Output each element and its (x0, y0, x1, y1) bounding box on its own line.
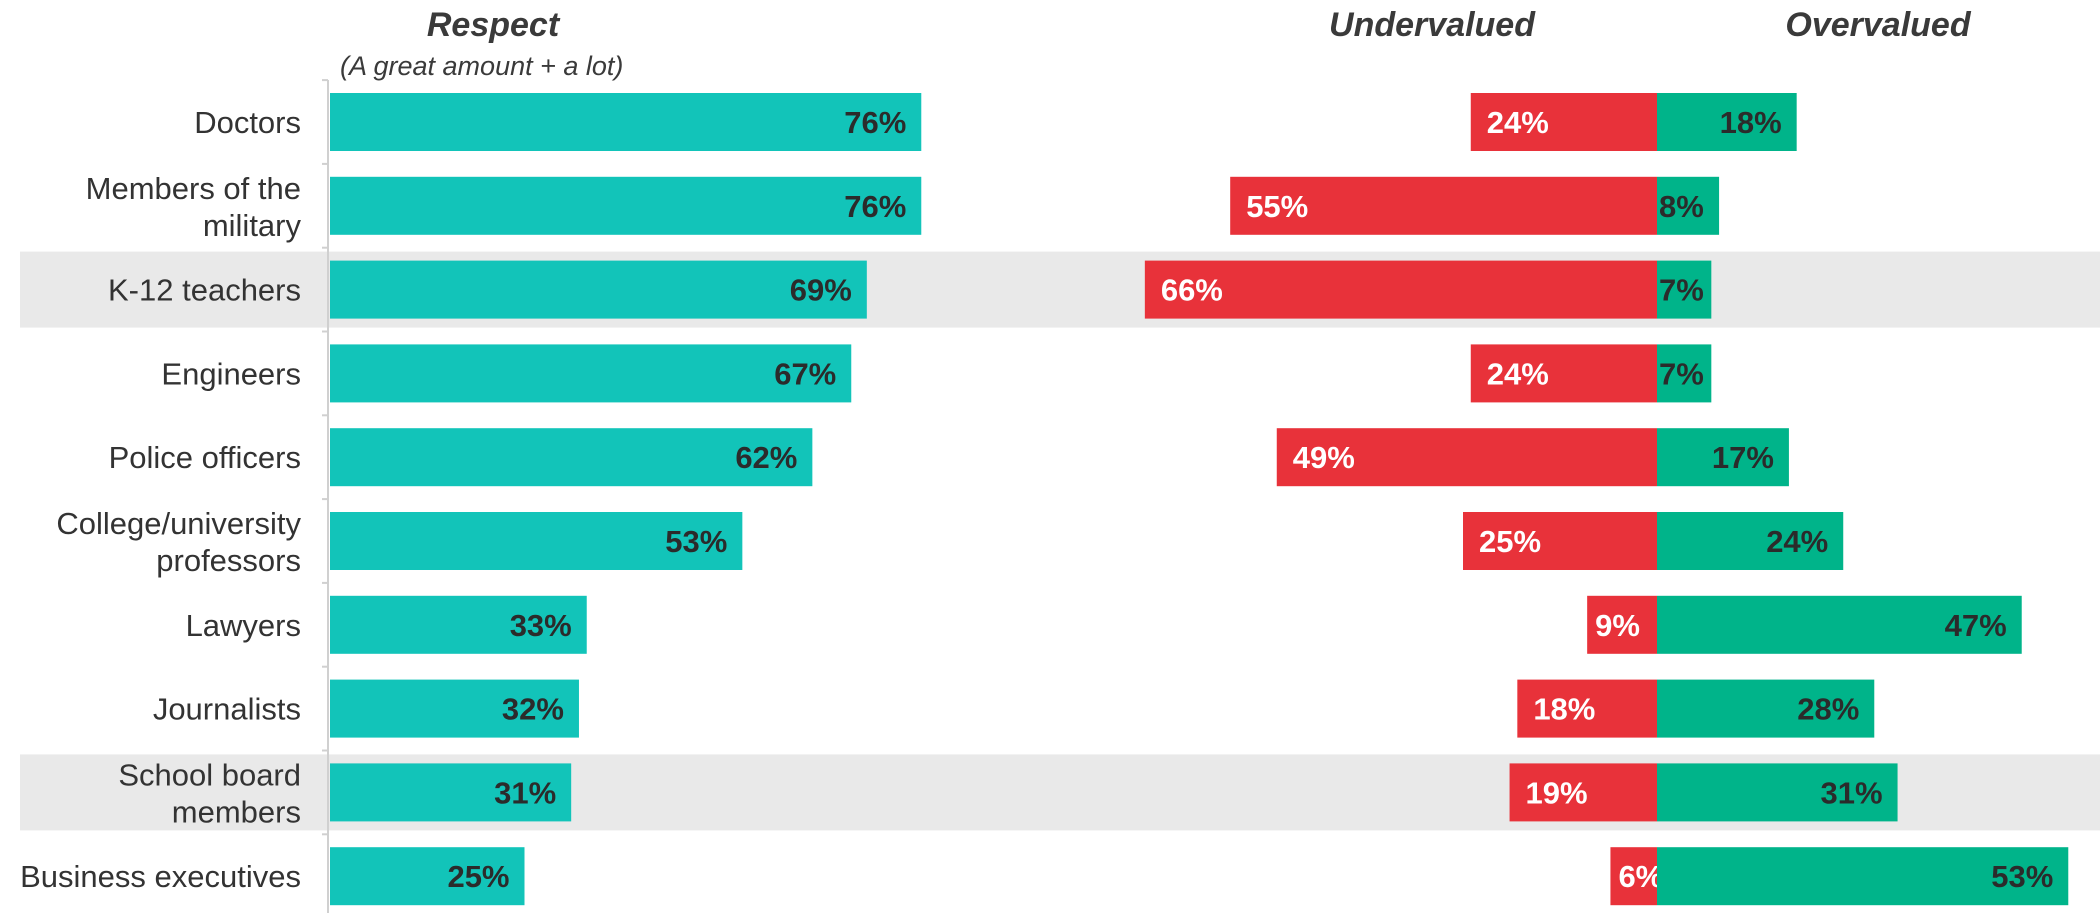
category-label: Members of the military (86, 171, 302, 243)
respect-bar (330, 512, 743, 570)
respect-bar (330, 344, 852, 403)
undervalued-value-label: 24% (1487, 105, 1549, 140)
respect-value-label: 62% (735, 440, 797, 475)
undervalued-value-label: 9% (1595, 608, 1640, 643)
overvalued-value-label: 28% (1797, 692, 1859, 727)
overvalued-value-label: 24% (1766, 524, 1828, 559)
overvalued-bar (1657, 512, 1844, 570)
undervalued-value-label: 24% (1487, 356, 1549, 391)
category-label: Lawyers (186, 608, 301, 643)
chart-rows: Doctors 76% 24% 18% Members of the military 76… (20, 93, 2069, 906)
overvalued-value-label: 8% (1659, 189, 1704, 224)
respect-bar (330, 595, 587, 654)
respect-value-label: 33% (510, 608, 572, 643)
category-label-line: professors (156, 543, 301, 578)
overvalued-header: Overvalued (1785, 6, 1971, 44)
respect-subheader: (A great amount + a lot) (340, 51, 623, 81)
undervalued-value-label: 66% (1161, 273, 1223, 308)
undervalued-value-label: 6% (1618, 859, 1663, 894)
undervalued-bar (1276, 428, 1657, 487)
respect-value-label: 53% (665, 524, 727, 559)
row: School board members 31% 19% 31% (118, 757, 1898, 829)
overvalued-value-label: 7% (1659, 273, 1704, 308)
overvalued-bar (1657, 93, 1797, 151)
respect-value-label: 32% (502, 692, 564, 727)
overvalued-value-label: 18% (1720, 105, 1782, 140)
category-label: Engineers (161, 356, 301, 391)
undervalued-value-label: 18% (1533, 692, 1595, 727)
undervalued-value-label: 49% (1293, 440, 1355, 475)
overvalued-value-label: 31% (1821, 775, 1883, 810)
respect-value-label: 67% (774, 356, 836, 391)
row: College/university professors 53% 25% 24% (56, 506, 1844, 578)
respect-value-label: 31% (494, 775, 556, 810)
row: Doctors 76% 24% 18% (194, 93, 1797, 151)
overvalued-bar (1657, 847, 2069, 906)
undervalued-value-label: 25% (1479, 524, 1541, 559)
category-label: Doctors (194, 105, 301, 140)
overvalued-bar (1657, 176, 1720, 235)
respect-value-label: 76% (844, 105, 906, 140)
row: Engineers 67% 24% 7% (161, 344, 1712, 403)
category-label: School board members (118, 757, 301, 829)
undervalued-value-label: 55% (1246, 189, 1308, 224)
row: Police officers 62% 49% 17% (109, 428, 1789, 487)
respect-bar (330, 176, 922, 235)
category-label: K-12 teachers (108, 273, 301, 308)
category-label: Journalists (153, 692, 301, 727)
row: Business executives 25% 6% 53% (20, 847, 2069, 906)
overvalued-bar (1657, 428, 1789, 487)
undervalued-bar (1463, 512, 1657, 570)
row: Journalists 32% 18% 28% (153, 679, 1875, 738)
category-label-line: members (172, 794, 301, 829)
category-label-line: School board (118, 757, 301, 792)
overvalued-bar (1657, 595, 2022, 654)
undervalued-bar (1509, 763, 1657, 822)
respect-value-label: 25% (447, 859, 509, 894)
category-label: Police officers (109, 440, 301, 475)
respect-header: Respect (427, 6, 561, 44)
respect-bar (330, 93, 922, 151)
undervalued-header: Undervalued (1329, 6, 1536, 44)
undervalued-bar (1230, 176, 1657, 235)
undervalued-bar (1144, 260, 1657, 319)
undervalued-bar (1610, 847, 1657, 906)
respect-value-label: 76% (844, 189, 906, 224)
undervalued-bar (1517, 679, 1657, 738)
overvalued-value-label: 7% (1659, 356, 1704, 391)
respect-bar (330, 763, 572, 822)
category-label-line: Members of the (86, 171, 301, 206)
overvalued-bar (1657, 763, 1898, 822)
undervalued-value-label: 19% (1526, 775, 1588, 810)
overvalued-bar (1657, 679, 1875, 738)
respect-bar (330, 428, 813, 487)
overvalued-bar (1657, 344, 1712, 403)
category-axis (322, 79, 329, 913)
category-label: Business executives (20, 859, 301, 894)
overvalued-value-label: 53% (1991, 859, 2053, 894)
category-label: College/university professors (56, 506, 301, 578)
overvalued-value-label: 17% (1712, 440, 1774, 475)
respect-bar (330, 847, 525, 906)
row: K-12 teachers 69% 66% 7% (108, 260, 1712, 319)
row: Members of the military 76% 55% 8% (86, 171, 1720, 243)
overvalued-value-label: 47% (1945, 608, 2007, 643)
undervalued-bar (1587, 595, 1657, 654)
undervalued-bar (1470, 93, 1657, 151)
respect-bar (330, 260, 867, 319)
respect-value-label: 69% (790, 273, 852, 308)
category-label-line: College/university (56, 506, 301, 541)
undervalued-bar (1470, 344, 1657, 403)
respect-bar (330, 679, 579, 738)
row: Lawyers 33% 9% 47% (186, 595, 2022, 654)
overvalued-bar (1657, 260, 1712, 319)
category-label-line: military (203, 208, 302, 243)
